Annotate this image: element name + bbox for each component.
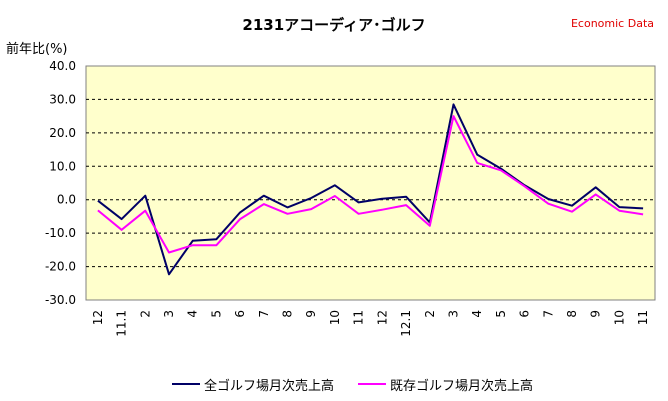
x-tick-label: 4 xyxy=(186,310,200,318)
y-tick-label: 30.0 xyxy=(49,92,76,106)
x-tick-label: 12.1 xyxy=(399,310,413,337)
x-tick-label: 12 xyxy=(91,310,105,325)
grid-lines xyxy=(86,98,655,268)
x-tick-label: 5 xyxy=(209,310,223,318)
x-tick-label: 9 xyxy=(304,310,318,318)
legend-swatch-existing-golf xyxy=(358,383,386,385)
x-tick-label: 8 xyxy=(281,310,295,318)
x-tick-label: 9 xyxy=(589,310,603,318)
x-tick-label: 11 xyxy=(352,310,366,325)
y-axis-unit-label: 前年比(%) xyxy=(6,42,68,57)
x-tick-label: 8 xyxy=(565,310,579,318)
x-tick-label: 4 xyxy=(470,310,484,318)
x-axis-ticks: 12 11.1 2 3 4 5 6 7 8 9 10 11 12 12.1 2 3 4 5 6 7 8 9 10 11 xyxy=(91,310,650,337)
legend-label-all-golf: 全ゴルフ場月次売上高 xyxy=(204,378,335,394)
legend-item-all-golf: 全ゴルフ場月次売上高 xyxy=(172,373,334,395)
plot-area xyxy=(85,65,656,301)
y-tick-label: 40.0 xyxy=(49,59,76,73)
series-lines xyxy=(97,103,644,276)
y-tick-label: 10.0 xyxy=(49,159,76,173)
y-tick-label: -30.0 xyxy=(45,293,76,307)
legend-label-existing-golf: 既存ゴルフ場月次売上高 xyxy=(390,378,534,394)
x-tick-label: 3 xyxy=(446,310,460,318)
x-tick-label: 3 xyxy=(162,310,176,318)
x-tick-label: 7 xyxy=(257,310,271,318)
legend-item-existing-golf: 既存ゴルフ場月次売上高 xyxy=(358,373,533,395)
y-tick-label: -10.0 xyxy=(45,226,76,240)
x-tick-label: 6 xyxy=(518,310,532,318)
brand-label: Economic Data xyxy=(570,17,654,30)
x-tick-label: 10 xyxy=(328,310,342,325)
series-line-existing-golf xyxy=(97,115,644,254)
x-tick-label: 7 xyxy=(541,310,555,318)
x-tick-label: 2 xyxy=(138,310,152,318)
legend-swatch-all-golf xyxy=(172,383,200,385)
x-tick-label: 5 xyxy=(494,310,508,318)
x-tick-label: 11 xyxy=(636,310,650,325)
x-tick-label: 2 xyxy=(423,310,437,318)
legend: 全ゴルフ場月次売上高 既存ゴルフ場月次売上高 xyxy=(172,373,572,395)
x-tick-label: 11.1 xyxy=(115,310,129,337)
y-axis-ticks: 40.0 30.0 20.0 10.0 0.0 -10.0 -20.0 -30.0 xyxy=(45,59,76,307)
x-tick-label: 10 xyxy=(612,310,626,325)
y-tick-label: 0.0 xyxy=(57,193,76,207)
x-tick-label: 12 xyxy=(375,310,389,325)
y-tick-label: 20.0 xyxy=(49,126,76,140)
chart-title: 2131アコーディア･ゴルフ xyxy=(242,16,426,34)
x-tick-label: 6 xyxy=(233,310,247,318)
y-tick-label: -20.0 xyxy=(45,260,76,274)
